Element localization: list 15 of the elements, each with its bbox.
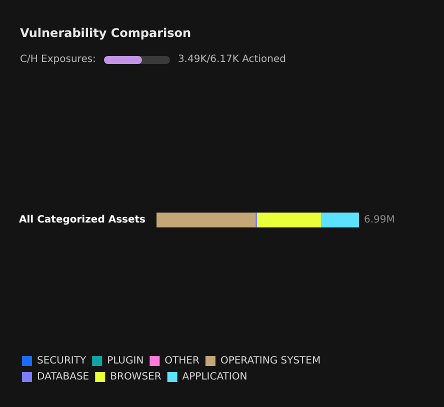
legend-label: PLUGIN <box>107 356 144 367</box>
bar <box>156 212 256 228</box>
legend-label: SECURITY <box>37 356 87 367</box>
legend-label: OPERATING SYSTEM <box>220 356 321 367</box>
chart-title: Vulnerability Comparison <box>20 26 192 40</box>
legend-label: APPLICATION <box>182 372 248 383</box>
text: 3.49K/6.17K Actioned <box>178 54 286 65</box>
bar <box>320 212 359 228</box>
legend-label: BROWSER <box>110 372 162 383</box>
y-tick-label: All Categorized Assets <box>19 214 146 226</box>
bar <box>256 212 321 228</box>
annotation: 6.99M <box>364 214 395 226</box>
text: C/H Exposures: <box>20 54 96 65</box>
legend-label: DATABASE <box>37 372 90 383</box>
legend-label: OTHER <box>164 356 200 367</box>
